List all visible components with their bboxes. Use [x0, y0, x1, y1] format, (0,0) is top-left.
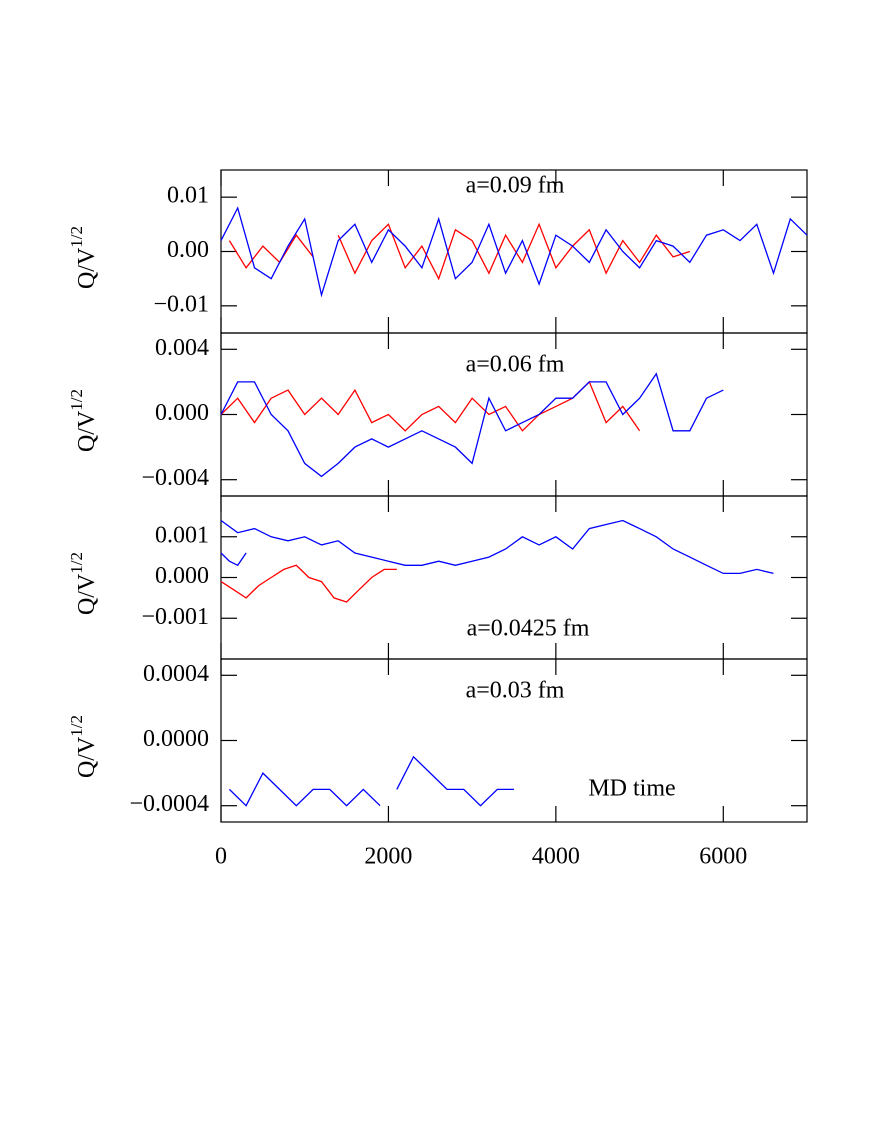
series-line	[220, 519, 774, 575]
y-tick-label: −0.004	[141, 465, 209, 491]
y-tick-label: 0.00	[167, 237, 209, 263]
x-tick-label: 4000	[532, 844, 580, 870]
y-label-sup: 1/2	[67, 389, 86, 411]
y-tick-label: −0.001	[141, 604, 209, 630]
series-line	[220, 372, 724, 478]
series-line	[228, 222, 690, 281]
series-line	[228, 755, 514, 807]
x-axis-label: MD time	[588, 776, 675, 802]
y-axis-label: Q/V1/2	[67, 715, 100, 778]
annotation: a=0.03 fm	[466, 678, 565, 704]
y-label-sup: 1/2	[67, 715, 86, 737]
x-tick-label: 0	[215, 844, 227, 870]
x-tick-label: 2000	[364, 844, 412, 870]
y-label-sup: 1/2	[67, 552, 86, 574]
annotation: a=0.09 fm	[466, 173, 565, 199]
y-tick-label: 0.000	[155, 400, 209, 426]
y-axis-label: Q/V1/2	[67, 389, 100, 452]
y-tick-label: −0.01	[153, 291, 209, 317]
y-label-base: Q/V	[74, 410, 100, 452]
x-tick-label: 6000	[699, 844, 747, 870]
y-tick-label: −0.0004	[129, 791, 209, 817]
series-line	[220, 564, 397, 603]
series-line	[220, 206, 808, 298]
y-tick-label: 0.0004	[143, 661, 209, 687]
y-label-sup: 1/2	[67, 226, 86, 248]
y-tick-label: 0.004	[155, 335, 209, 361]
series-line	[220, 552, 247, 567]
y-tick-label: 0.01	[167, 183, 209, 209]
annotation: a=0.06 fm	[466, 352, 565, 378]
y-tick-label: 0.001	[155, 522, 209, 548]
annotation: a=0.0425 fm	[467, 616, 590, 642]
y-tick-label: 0.0000	[143, 726, 209, 752]
y-tick-label: 0.000	[155, 563, 209, 589]
series-line	[220, 380, 641, 432]
y-axis-label: Q/V1/2	[67, 226, 100, 289]
y-axis-label: Q/V1/2	[67, 552, 100, 615]
y-label-base: Q/V	[74, 247, 100, 289]
y-label-base: Q/V	[74, 736, 100, 778]
y-label-base: Q/V	[74, 573, 100, 615]
